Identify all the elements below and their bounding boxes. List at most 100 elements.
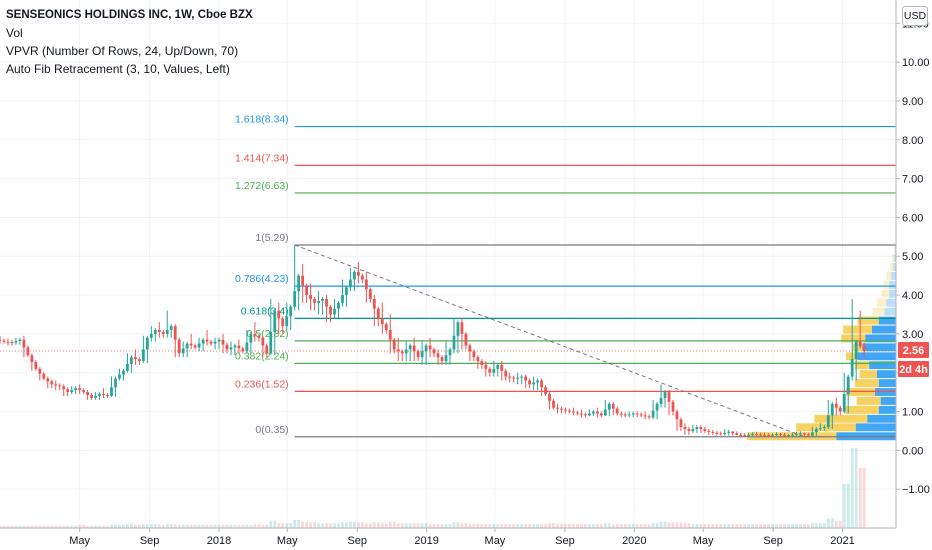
candle-body bbox=[201, 339, 205, 344]
indicator-vpvr[interactable]: VPVR (Number Of Rows, 24, Up/Down, 70) bbox=[6, 44, 239, 58]
candle-body bbox=[810, 432, 814, 436]
volume-bar bbox=[293, 520, 297, 528]
volume-bar bbox=[779, 524, 782, 528]
fib-level-label: 1(5.29) bbox=[255, 232, 288, 244]
volume-bar bbox=[185, 524, 189, 528]
volume-bar bbox=[854, 448, 858, 528]
volume-bar bbox=[0, 525, 2, 528]
volume-bar bbox=[822, 523, 826, 528]
candle-body bbox=[468, 345, 472, 352]
volume-bar bbox=[253, 524, 257, 528]
volume-bar bbox=[699, 524, 703, 528]
candle-body bbox=[74, 388, 78, 391]
symbol-title[interactable]: SENSEONICS HOLDINGS INC, 1W, Cboe BZX bbox=[6, 9, 253, 21]
volume-bar bbox=[643, 524, 647, 528]
last-price-label: 2.56 bbox=[903, 345, 924, 357]
candle-body bbox=[420, 351, 424, 358]
vp-row-up bbox=[894, 254, 896, 263]
candle-body bbox=[723, 432, 727, 435]
volume-bar bbox=[492, 524, 496, 528]
candle-body bbox=[269, 331, 273, 354]
candle-body bbox=[675, 411, 679, 420]
candle-body bbox=[2, 340, 6, 342]
candle-body bbox=[265, 345, 269, 354]
candle-body bbox=[799, 433, 802, 435]
volume-bar bbox=[556, 524, 559, 528]
x-tick-label: May bbox=[69, 535, 90, 547]
candle-body bbox=[46, 378, 50, 382]
candle-body bbox=[795, 434, 798, 436]
volume-bar bbox=[803, 524, 806, 528]
x-tick-label: 2020 bbox=[622, 535, 646, 547]
volume-bar bbox=[751, 524, 755, 528]
candle-body bbox=[663, 392, 667, 398]
volume-bar bbox=[663, 521, 667, 528]
candle-body bbox=[396, 349, 400, 352]
volume-bar bbox=[46, 525, 50, 528]
candle-body bbox=[440, 357, 444, 362]
volume-bar bbox=[623, 524, 627, 528]
volume-bar bbox=[30, 525, 34, 528]
indicator-vol[interactable]: Vol bbox=[6, 26, 23, 40]
volume-bar bbox=[508, 524, 512, 528]
fib-level-label: 1.618(8.34) bbox=[235, 114, 289, 126]
volume-bar bbox=[687, 523, 691, 528]
candle-body bbox=[846, 376, 850, 395]
candle-body bbox=[197, 343, 201, 348]
candle-body bbox=[826, 415, 830, 428]
volume-bar bbox=[452, 522, 456, 528]
x-tick-label: Sep bbox=[347, 535, 367, 547]
volume-bar bbox=[711, 524, 715, 528]
volume-bar bbox=[771, 524, 774, 528]
candle-body bbox=[145, 337, 149, 350]
volume-bar bbox=[34, 525, 38, 528]
candle-body bbox=[715, 432, 719, 434]
candle-body bbox=[54, 384, 58, 386]
candle-body bbox=[536, 380, 539, 383]
volume-bar bbox=[357, 522, 360, 528]
y-tick-label: 7.00 bbox=[902, 174, 923, 186]
volume-bar bbox=[249, 524, 253, 528]
vp-row-up bbox=[878, 405, 896, 414]
candle-body bbox=[122, 370, 125, 375]
volume-bar bbox=[90, 525, 93, 528]
candle-body bbox=[285, 316, 289, 327]
candle-body bbox=[751, 434, 755, 436]
volume-bar bbox=[723, 524, 727, 528]
volume-bar bbox=[233, 524, 237, 528]
candle-body bbox=[568, 410, 571, 412]
candle-body bbox=[488, 368, 492, 373]
vp-row-up bbox=[878, 379, 896, 388]
volume-bar bbox=[607, 523, 611, 528]
y-tick-label: 5.00 bbox=[902, 251, 923, 263]
candle-body bbox=[731, 431, 735, 434]
volume-bar bbox=[38, 525, 42, 528]
candle-body bbox=[735, 433, 739, 435]
volume-bar bbox=[333, 523, 336, 528]
volume-bar bbox=[858, 468, 862, 528]
volume-bar bbox=[98, 525, 101, 528]
candle-body bbox=[460, 322, 464, 334]
candle-body bbox=[289, 306, 293, 317]
volume-bar bbox=[631, 524, 635, 528]
volume-bar bbox=[536, 524, 539, 528]
x-tick-label: Sep bbox=[555, 535, 575, 547]
candle-body bbox=[110, 387, 113, 396]
indicator-fib[interactable]: Auto Fib Retracement (3, 10, Values, Lef… bbox=[6, 62, 230, 76]
currency-button[interactable]: USD bbox=[902, 6, 928, 26]
candle-body bbox=[70, 390, 74, 393]
volume-bar bbox=[134, 524, 137, 528]
volume-bar bbox=[603, 523, 607, 528]
fib-level-label: 0.786(4.23) bbox=[235, 273, 289, 285]
volume-bar bbox=[791, 524, 794, 528]
candle-body bbox=[595, 411, 599, 414]
volume-bar bbox=[564, 524, 567, 528]
candle-body bbox=[679, 419, 683, 428]
candle-body bbox=[671, 401, 675, 412]
candle-body bbox=[38, 368, 42, 374]
fib-retracement[interactable]: 1.618(8.34) 1.414(7.34) 1.272(6.63) 1(5.29)… bbox=[235, 114, 896, 438]
candle-body bbox=[6, 341, 10, 343]
volume-bar bbox=[424, 523, 428, 528]
candle-body bbox=[496, 364, 500, 369]
